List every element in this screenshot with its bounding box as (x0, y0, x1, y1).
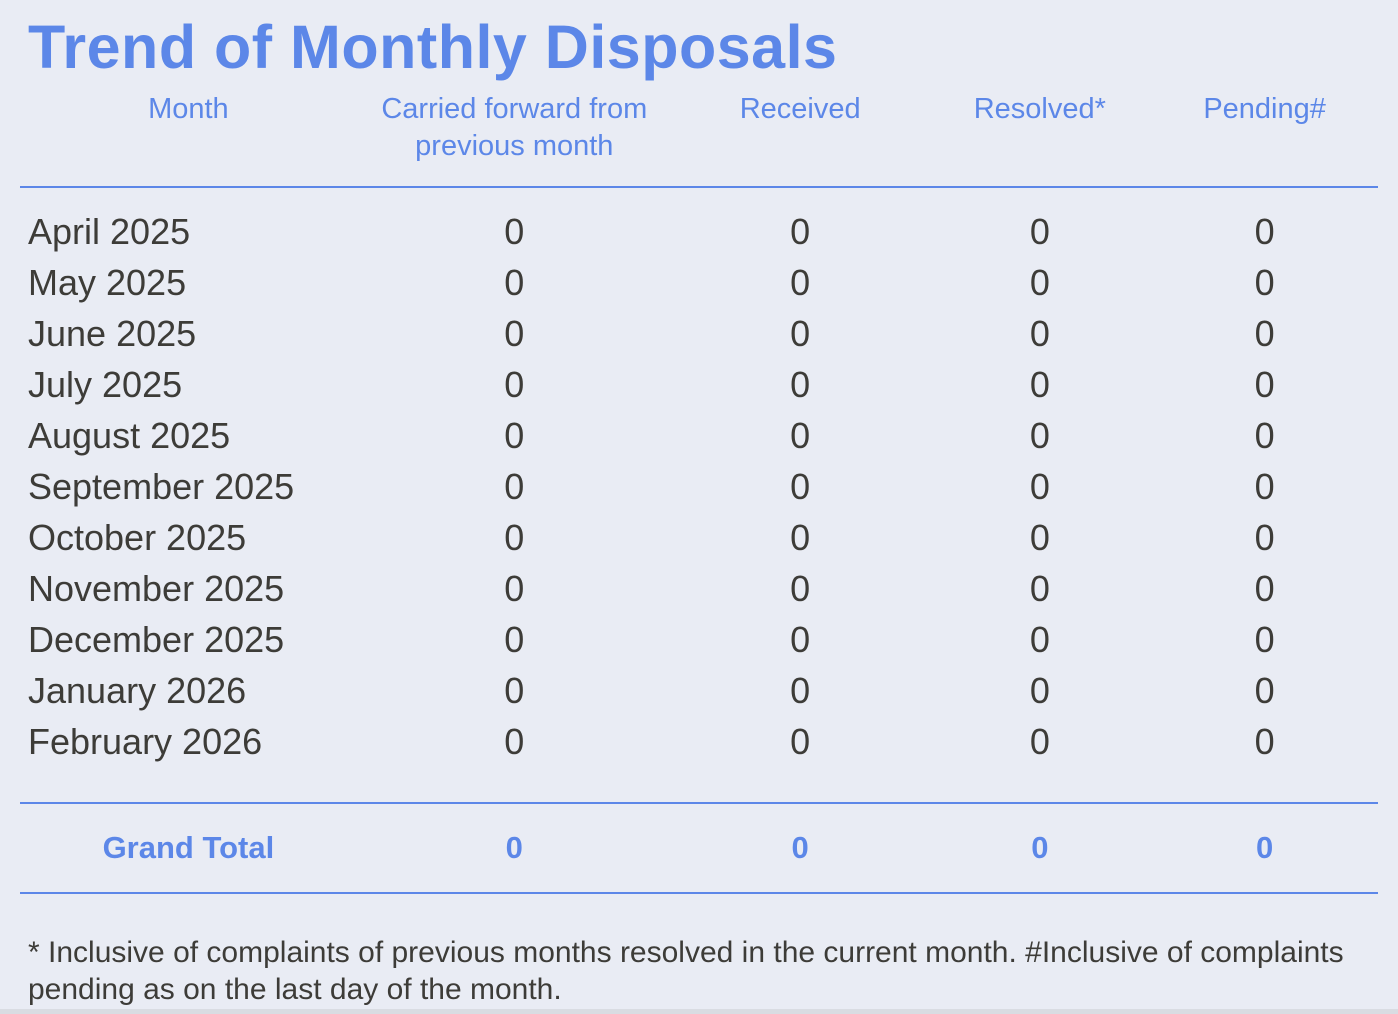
value-cell: 0 (504, 465, 525, 507)
value-cell: 0 (1029, 210, 1050, 252)
value-cell: 0 (504, 414, 525, 456)
column-header-month: Month (20, 87, 357, 189)
value-cell: 0 (1029, 414, 1050, 456)
grand-total-table: Grand Total 0 0 0 0 (20, 802, 1378, 895)
value-cell: 0 (1254, 516, 1275, 558)
grand-total-carried-forward: 0 (356, 802, 672, 895)
value-cell: 0 (790, 567, 811, 609)
table-row: July 2025 0 0 0 0 (20, 359, 1378, 410)
value-cell: 0 (790, 618, 811, 660)
value-cell: 0 (1029, 261, 1050, 303)
value-cell: 0 (790, 669, 811, 711)
table-body: April 2025 0 0 0 0 May 2025 0 0 0 0 June 2025 0 0 0 0 J… (20, 187, 1378, 767)
table-row: January 2026 0 0 0 0 (20, 665, 1378, 716)
column-header-pending: Pending# (1151, 87, 1378, 189)
value-cell: 0 (1254, 669, 1275, 711)
value-cell: 0 (1029, 720, 1050, 762)
month-cell: August 2025 (28, 414, 231, 456)
value-cell: 0 (790, 363, 811, 405)
value-cell: 0 (504, 567, 525, 609)
column-header-carried-forward: Carried forward from previous month (356, 87, 672, 189)
month-cell: April 2025 (28, 210, 191, 252)
month-cell: February 2026 (28, 720, 263, 762)
value-cell: 0 (1254, 312, 1275, 354)
value-cell: 0 (1029, 669, 1050, 711)
value-cell: 0 (1254, 414, 1275, 456)
value-cell: 0 (790, 516, 811, 558)
table-row: August 2025 0 0 0 0 (20, 410, 1378, 461)
value-cell: 0 (1254, 567, 1275, 609)
value-cell: 0 (1254, 363, 1275, 405)
value-cell: 0 (504, 618, 525, 660)
value-cell: 0 (1254, 618, 1275, 660)
month-cell: October 2025 (28, 516, 247, 558)
value-cell: 0 (504, 516, 525, 558)
bottom-edge-strip (0, 1009, 1398, 1014)
month-cell: November 2025 (28, 567, 285, 609)
table-row: September 2025 0 0 0 0 (20, 461, 1378, 512)
table-header-row: Month Carried forward from previous mont… (20, 87, 1378, 189)
value-cell: 0 (790, 210, 811, 252)
month-cell: June 2025 (28, 312, 197, 354)
value-cell: 0 (504, 720, 525, 762)
column-header-resolved: Resolved* (928, 87, 1152, 189)
table-row: November 2025 0 0 0 0 (20, 563, 1378, 614)
page-title: Trend of Monthly Disposals (28, 13, 838, 81)
value-cell: 0 (1254, 720, 1275, 762)
grand-total-row: Grand Total 0 0 0 0 (20, 802, 1378, 895)
table-row: June 2025 0 0 0 0 (20, 308, 1378, 359)
grand-total-label: Grand Total (20, 802, 357, 895)
value-cell: 0 (790, 720, 811, 762)
table-row: April 2025 0 0 0 0 (20, 187, 1378, 257)
value-cell: 0 (504, 312, 525, 354)
value-cell: 0 (1029, 363, 1050, 405)
value-cell: 0 (1029, 618, 1050, 660)
month-cell: September 2025 (28, 465, 295, 507)
table-row: May 2025 0 0 0 0 (20, 257, 1378, 308)
monthly-disposals-table: Month Carried forward from previous mont… (20, 87, 1378, 767)
value-cell: 0 (1254, 261, 1275, 303)
value-cell: 0 (1029, 465, 1050, 507)
table-row: December 2025 0 0 0 0 (20, 614, 1378, 665)
month-cell: January 2026 (28, 669, 247, 711)
table-row: October 2025 0 0 0 0 (20, 512, 1378, 563)
column-header-received: Received (671, 87, 929, 189)
footnote: * Inclusive of complaints of previous mo… (28, 936, 1344, 1007)
value-cell: 0 (1029, 567, 1050, 609)
month-cell: May 2025 (28, 261, 187, 303)
value-cell: 0 (790, 465, 811, 507)
value-cell: 0 (504, 669, 525, 711)
grand-total-received: 0 (671, 802, 929, 895)
value-cell: 0 (790, 414, 811, 456)
value-cell: 0 (504, 261, 525, 303)
table-row: February 2026 0 0 0 0 (20, 716, 1378, 767)
value-cell: 0 (1029, 516, 1050, 558)
value-cell: 0 (1029, 312, 1050, 354)
month-cell: December 2025 (28, 618, 285, 660)
month-cell: July 2025 (28, 363, 183, 405)
value-cell: 0 (790, 312, 811, 354)
value-cell: 0 (1254, 465, 1275, 507)
grand-total-resolved: 0 (928, 802, 1152, 895)
value-cell: 0 (1254, 210, 1275, 252)
value-cell: 0 (790, 261, 811, 303)
value-cell: 0 (504, 363, 525, 405)
grand-total-pending: 0 (1151, 802, 1378, 895)
value-cell: 0 (504, 210, 525, 252)
